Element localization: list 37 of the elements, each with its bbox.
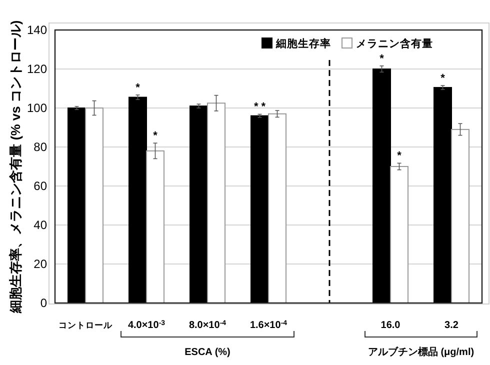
annotation: * * xyxy=(254,101,266,114)
bar xyxy=(146,150,164,304)
y-tick-label: 100 xyxy=(26,101,48,115)
bar xyxy=(68,108,86,304)
legend-label: メラニン含有量 xyxy=(356,37,433,50)
text: アルブチン標品 (μg/ml) xyxy=(368,346,474,358)
x-tick-label: 3.2 xyxy=(444,320,459,331)
x-tick-label: 4.0×10$^{-3}$ xyxy=(128,320,166,331)
annotation: * xyxy=(136,82,141,94)
annotation: * xyxy=(397,150,402,162)
bar xyxy=(128,96,147,304)
text: ESCA (%) xyxy=(184,347,230,358)
bar xyxy=(250,115,269,304)
y-tick-label: 120 xyxy=(26,62,48,76)
bar xyxy=(372,68,391,304)
bar xyxy=(390,166,408,304)
bar xyxy=(85,108,104,304)
x-tick-label: 16.0 xyxy=(380,320,401,331)
bar xyxy=(207,102,226,304)
annotation: * xyxy=(380,52,385,65)
x-tick-label: コントロール xyxy=(58,320,114,330)
y-tick-label: 140 xyxy=(26,23,48,37)
y-tick-label: 40 xyxy=(34,218,48,232)
bar xyxy=(451,128,470,304)
bar xyxy=(434,87,452,304)
y-tick-label: 20 xyxy=(34,257,48,271)
y-tick-label: 0 xyxy=(40,296,48,310)
annotation: * xyxy=(153,130,158,142)
y-axis-title: 細胞生存率、メラニン含有量 (% vs コントロール) xyxy=(8,20,23,314)
annotation: * xyxy=(440,72,446,85)
y-tick-label: 80 xyxy=(34,140,48,154)
y-tick-label: 60 xyxy=(34,179,48,193)
x-tick-label: 8.0×10$^{-4}$ xyxy=(188,320,226,331)
bar xyxy=(268,113,286,304)
bar xyxy=(190,106,208,304)
x-tick-label: 1.6×10$^{-4}$ xyxy=(250,320,288,331)
legend-label: 細胞生存率 xyxy=(275,37,331,50)
